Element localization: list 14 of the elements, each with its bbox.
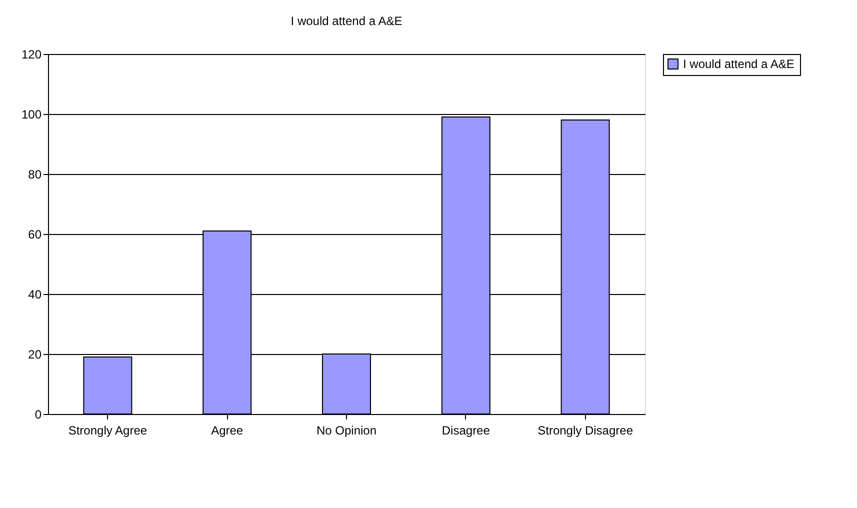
x-tick-label: No Opinion [316,424,377,438]
y-tick-label: 20 [28,348,42,362]
legend-label: I would attend a A&E [683,57,794,71]
y-tick-label: 80 [28,168,42,182]
y-tick-label: 100 [21,108,42,122]
y-tick-label: 60 [28,228,42,242]
x-tick-label: Disagree [442,424,490,438]
x-tick-label: Agree [211,424,244,438]
y-tick-label: 40 [28,288,42,302]
y-tick-label: 0 [34,408,42,422]
x-tick-label: Strongly Agree [68,424,148,438]
y-tick-label: 120 [21,48,42,62]
x-tick-label: Strongly Disagree [538,424,634,438]
chart-title: I would attend a A&E [290,14,402,28]
